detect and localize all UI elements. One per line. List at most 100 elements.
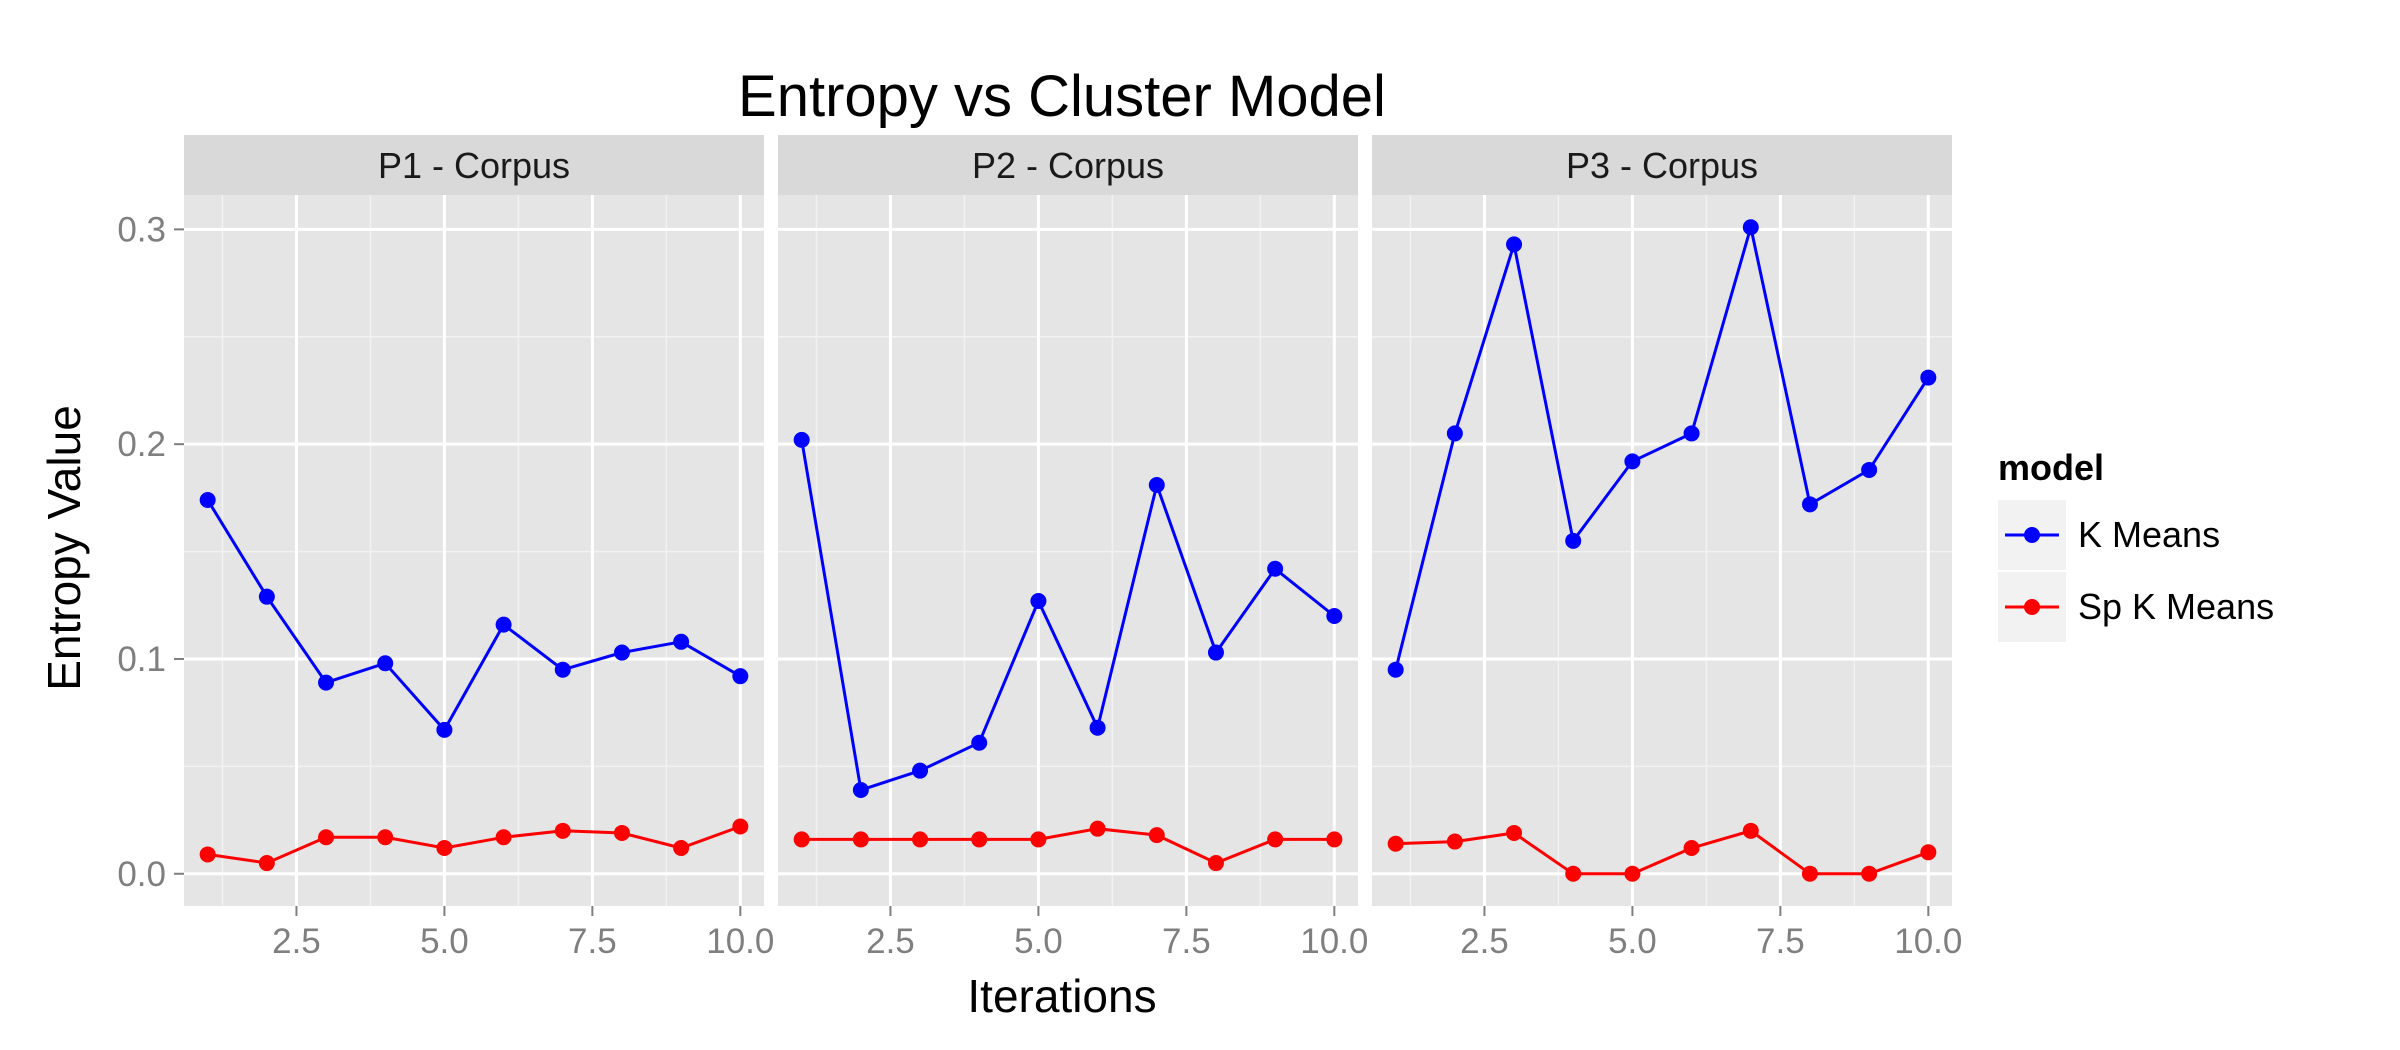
data-point: [1506, 824, 1523, 841]
panel-strip: [184, 135, 764, 195]
data-point: [1089, 820, 1106, 837]
data-point: [1742, 822, 1759, 839]
x-tick-label: 10.0: [1300, 922, 1368, 961]
legend-label: K Means: [2078, 514, 2220, 555]
facet-panels: P1 - Corpus 2.5 5.0 7.5 10.0 P2 - Corpus 2.5 5.…: [184, 135, 1962, 961]
data-point: [1148, 827, 1165, 844]
legend-key-point: [2024, 527, 2040, 543]
data-point: [793, 431, 810, 448]
series-line-k-means: [1394, 226, 1930, 671]
y-axis: 0.0 0.1 0.2 0.3: [117, 210, 184, 894]
data-point: [199, 492, 216, 509]
y-tick-label: 0.1: [117, 640, 166, 679]
data-point: [258, 855, 275, 872]
data-point: [1920, 844, 1937, 861]
panel-strip: [1372, 135, 1952, 195]
y-tick-label: 0.3: [117, 210, 166, 249]
data-point: [318, 674, 335, 691]
data-point: [1624, 865, 1641, 882]
data-point: [852, 831, 869, 848]
data-point: [1742, 219, 1759, 236]
data-point: [1326, 831, 1343, 848]
data-point: [1446, 425, 1463, 442]
panel-3: P3 - Corpus 2.5 5.0 7.5 10.0: [1372, 135, 1962, 961]
data-point: [1801, 496, 1818, 513]
chart-title: Entropy vs Cluster Model: [738, 64, 1386, 129]
panel-background: [184, 195, 764, 906]
data-point: [1207, 855, 1224, 872]
panel-background: [1372, 195, 1952, 906]
x-tick-label: 5.0: [1014, 922, 1063, 961]
data-point: [1030, 592, 1047, 609]
x-tick-label: 7.5: [1756, 922, 1805, 961]
y-tick-label: 0.2: [117, 425, 166, 464]
legend-label: Sp K Means: [2078, 586, 2274, 627]
legend-title: model: [1998, 447, 2104, 488]
data-point: [377, 655, 394, 672]
legend-key-point: [2024, 599, 2040, 615]
data-point: [613, 644, 630, 661]
x-tick-label: 2.5: [272, 922, 321, 961]
data-point: [971, 734, 988, 751]
data-point: [1089, 719, 1106, 736]
data-point: [732, 668, 749, 685]
data-point: [1683, 840, 1700, 857]
y-axis-title: Entropy Value: [38, 405, 90, 691]
data-point: [1387, 835, 1404, 852]
x-tick-label: 10.0: [706, 922, 774, 961]
series-line-k-means: [800, 439, 1336, 792]
panel-background: [778, 195, 1358, 906]
data-point: [1861, 865, 1878, 882]
data-point: [495, 616, 512, 633]
legend-entries: K Means Sp K Means: [1998, 500, 2274, 642]
data-point: [1267, 831, 1284, 848]
data-point: [673, 840, 690, 857]
data-point: [852, 782, 869, 799]
y-tick-label: 0.0: [117, 855, 166, 894]
data-point: [1387, 661, 1404, 678]
x-tick-label: 10.0: [1894, 922, 1962, 961]
data-point: [613, 824, 630, 841]
x-tick-label: 2.5: [1460, 922, 1509, 961]
series-line-k-means: [206, 499, 742, 733]
data-point: [1565, 865, 1582, 882]
panel-strip: [778, 135, 1358, 195]
data-point: [1207, 644, 1224, 661]
data-point: [1506, 236, 1523, 253]
data-point: [673, 633, 690, 650]
data-point: [1148, 476, 1165, 493]
data-point: [732, 818, 749, 835]
series-line-sp-k-means: [1395, 829, 1929, 876]
data-point: [554, 822, 571, 839]
panel-strip-label: P2 - Corpus: [972, 145, 1164, 186]
legend-entry: K Means: [1998, 500, 2220, 570]
data-point: [436, 721, 453, 738]
data-point: [1920, 369, 1937, 386]
data-point: [1801, 865, 1818, 882]
data-point: [1683, 425, 1700, 442]
x-tick-label: 5.0: [1608, 922, 1657, 961]
data-point: [1326, 608, 1343, 625]
series-line-sp-k-means: [801, 827, 1335, 865]
panel-1: P1 - Corpus 2.5 5.0 7.5 10.0: [184, 135, 774, 961]
x-tick-label: 5.0: [420, 922, 469, 961]
series-line-sp-k-means: [207, 825, 741, 865]
data-point: [199, 846, 216, 863]
data-point: [318, 829, 335, 846]
panel-strip-label: P1 - Corpus: [378, 145, 570, 186]
x-axis-title: Iterations: [967, 970, 1156, 1022]
data-point: [258, 588, 275, 605]
legend-entry: Sp K Means: [1998, 572, 2274, 642]
data-point: [495, 829, 512, 846]
panel-2: P2 - Corpus 2.5 5.0 7.5 10.0: [778, 135, 1368, 961]
data-point: [1624, 453, 1641, 470]
data-point: [436, 840, 453, 857]
data-point: [377, 829, 394, 846]
data-point: [1030, 831, 1047, 848]
data-point: [971, 831, 988, 848]
x-tick-label: 7.5: [568, 922, 617, 961]
data-point: [912, 762, 929, 779]
data-point: [1565, 532, 1582, 549]
data-point: [912, 831, 929, 848]
